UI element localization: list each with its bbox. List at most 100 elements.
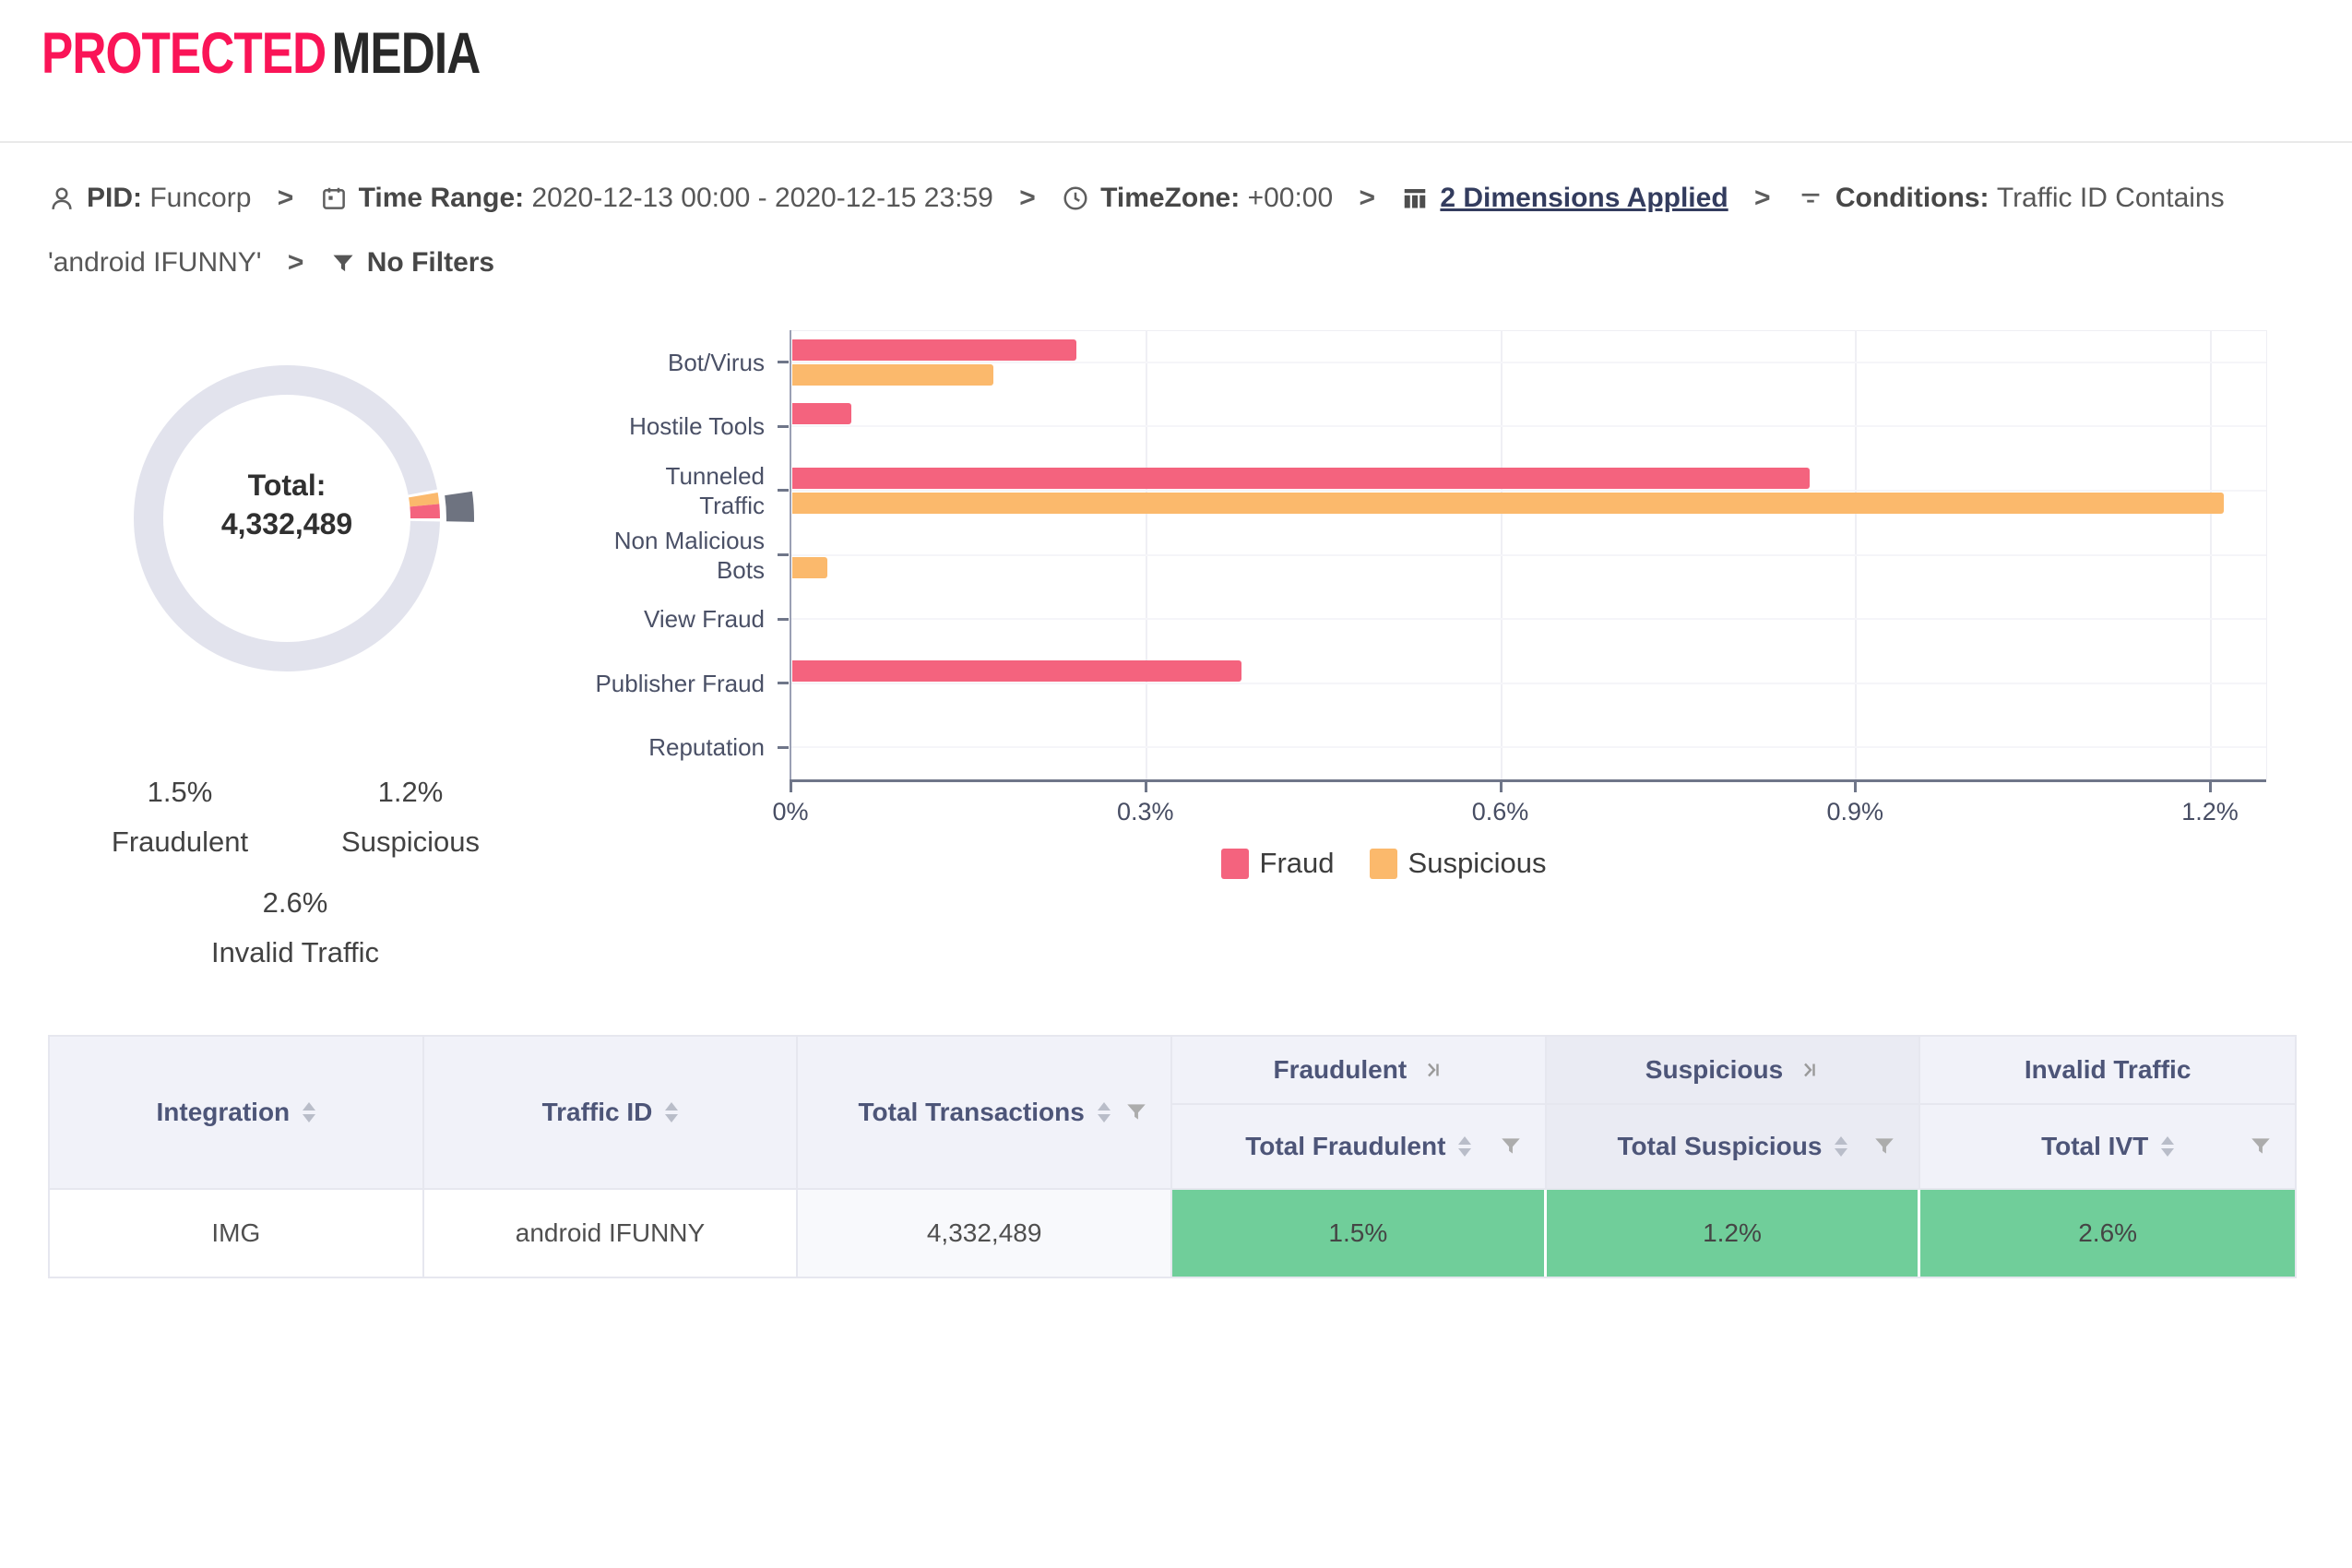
- suspicious-name: Suspicious: [341, 826, 480, 858]
- fraudulent-pct: 1.5%: [147, 776, 213, 808]
- filter-lines-icon: [1801, 193, 1820, 203]
- donut-label-suspicious: 1.2% Suspicious: [272, 767, 549, 867]
- bar-fraud-hostile-tools: [792, 403, 852, 425]
- y-axis-tick: [778, 682, 789, 685]
- group-header-suspicious[interactable]: Suspicious: [1546, 1037, 1921, 1105]
- clock-icon: [1063, 186, 1087, 210]
- breadcrumb-separator: >: [287, 247, 304, 278]
- breadcrumb-separator: >: [277, 183, 294, 213]
- breadcrumb: PID: Funcorp > Time Range: 2020-12-13 00…: [48, 166, 2326, 295]
- legend-item-suspicious[interactable]: Suspicious: [1369, 847, 1547, 880]
- column-header-traffic-id[interactable]: Traffic ID: [423, 1037, 799, 1190]
- group-header-fraudulent[interactable]: Fraudulent: [1171, 1037, 1547, 1105]
- donut-total-value: 4,332,489: [220, 507, 353, 540]
- y-axis-tick: [778, 745, 789, 749]
- funnel-icon: [333, 255, 353, 272]
- conditions-label: Conditions:: [1835, 183, 1990, 213]
- column-header-total-transactions[interactable]: Total Transactions: [798, 1037, 1172, 1190]
- gridline-vertical: [1855, 330, 1858, 779]
- dimensions-applied-link[interactable]: 2 Dimensions Applied: [1440, 183, 1728, 213]
- filter-icon[interactable]: [2249, 1134, 2273, 1158]
- sort-icon[interactable]: [665, 1102, 679, 1123]
- y-axis-tick: [778, 617, 789, 621]
- calendar-icon: [322, 187, 345, 209]
- breadcrumb-separator: >: [1359, 183, 1376, 213]
- filter-icon[interactable]: [1499, 1134, 1523, 1158]
- donut-slice-invalid-traffic-exploded: [445, 491, 474, 522]
- invalid-traffic-pct: 2.6%: [262, 886, 328, 919]
- x-axis-tick: [2209, 779, 2212, 792]
- no-filters-label: No Filters: [366, 247, 495, 278]
- breadcrumb-dimensions[interactable]: 2 Dimensions Applied: [1401, 183, 1736, 213]
- gridline-horizontal: [790, 425, 2266, 428]
- y-axis-tick: [778, 489, 789, 493]
- pid-value: Funcorp: [149, 183, 252, 213]
- bar-suspicious-non-malicious-bots: [792, 556, 828, 578]
- expand-column-icon[interactable]: [1798, 1059, 1820, 1081]
- bar-fraud-bot/virus: [792, 339, 1076, 361]
- breadcrumb-separator: >: [1754, 183, 1771, 213]
- sort-icon[interactable]: [303, 1102, 316, 1123]
- breadcrumb-timezone[interactable]: TimeZone: +00:00: [1062, 183, 1340, 213]
- breadcrumb-pid[interactable]: PID: Funcorp: [48, 183, 259, 213]
- invalid-traffic-name: Invalid Traffic: [210, 936, 380, 968]
- gridline-horizontal: [790, 553, 2266, 556]
- legend-label: Fraud: [1259, 847, 1335, 879]
- column-header-total-suspicious[interactable]: Total Suspicious: [1546, 1105, 1921, 1190]
- breadcrumb-conditions[interactable]: Conditions: Traffic ID Contains 'android…: [48, 183, 2225, 278]
- column-label: Integration: [156, 1098, 291, 1126]
- expand-column-icon[interactable]: [1421, 1059, 1443, 1081]
- breadcrumb-filters[interactable]: No Filters: [330, 247, 494, 278]
- donut-label-fraudulent: 1.5% Fraudulent: [42, 767, 318, 867]
- category-label: Reputation: [648, 733, 765, 762]
- donut-chart: [134, 365, 474, 671]
- gridline-horizontal: [790, 682, 2266, 684]
- column-header-integration[interactable]: Integration: [50, 1037, 424, 1190]
- gridline-horizontal: [790, 489, 2266, 492]
- timezone-value: +00:00: [1247, 183, 1334, 213]
- column-label: Total Transactions: [858, 1098, 1085, 1126]
- donut-slice-suspicious: [409, 492, 440, 507]
- x-axis-tick: [790, 779, 792, 792]
- cell-total-fraudulent: 1.5%: [1171, 1190, 1547, 1277]
- column-header-total-fraudulent[interactable]: Total Fraudulent: [1171, 1105, 1547, 1190]
- bar-suspicious-tunneled-traffic: [792, 492, 2224, 514]
- sort-icon[interactable]: [1835, 1136, 1848, 1157]
- brand-logo: PROTECTED MEDIA: [42, 20, 481, 88]
- y-axis-line: [790, 330, 791, 779]
- cell-total-suspicious: 1.2%: [1546, 1190, 1921, 1277]
- donut-slice-fraudulent: [410, 504, 440, 519]
- filter-icon[interactable]: [1872, 1134, 1896, 1158]
- plot-right-border: [2266, 330, 2267, 779]
- legend-item-fraud[interactable]: Fraud: [1220, 847, 1335, 880]
- bar-suspicious-bot/virus: [792, 363, 994, 386]
- filter-icon[interactable]: [1124, 1100, 1148, 1124]
- brand-primary: PROTECTED: [42, 21, 327, 87]
- legend-swatch: [1369, 848, 1397, 879]
- bar-fraud-tunneled-traffic: [792, 467, 1810, 489]
- timezone-label: TimeZone:: [1100, 183, 1241, 213]
- x-tick-label: 0.3%: [1116, 798, 1174, 826]
- pid-label: PID:: [87, 183, 142, 213]
- category-label: Tunneled Traffic: [665, 461, 765, 519]
- column-label: Traffic ID: [541, 1098, 653, 1126]
- group-label: Invalid Traffic: [2024, 1055, 2192, 1084]
- legend-label: Suspicious: [1408, 847, 1547, 879]
- breadcrumb-separator: >: [1019, 183, 1036, 213]
- y-axis-tick: [778, 553, 789, 556]
- x-axis-tick: [1144, 779, 1147, 792]
- gridline-vertical: [2210, 330, 2212, 779]
- brand-secondary: MEDIA: [331, 21, 481, 87]
- plot-top-border: [790, 330, 2266, 331]
- gridline-horizontal: [790, 746, 2266, 749]
- sort-icon[interactable]: [2161, 1136, 2175, 1157]
- sort-icon[interactable]: [1458, 1136, 1472, 1157]
- column-header-total-ivt[interactable]: Total IVT: [1920, 1105, 2295, 1190]
- x-tick-label: 1.2%: [2181, 798, 2239, 826]
- group-header-invalid-traffic[interactable]: Invalid Traffic: [1920, 1037, 2295, 1105]
- breadcrumb-time-range[interactable]: Time Range: 2020-12-13 00:00 - 2020-12-1…: [320, 183, 1002, 213]
- gridline-horizontal: [790, 361, 2266, 363]
- sort-icon[interactable]: [1097, 1102, 1111, 1123]
- donut-label-invalid-traffic: 2.6% Invalid Traffic: [138, 878, 452, 978]
